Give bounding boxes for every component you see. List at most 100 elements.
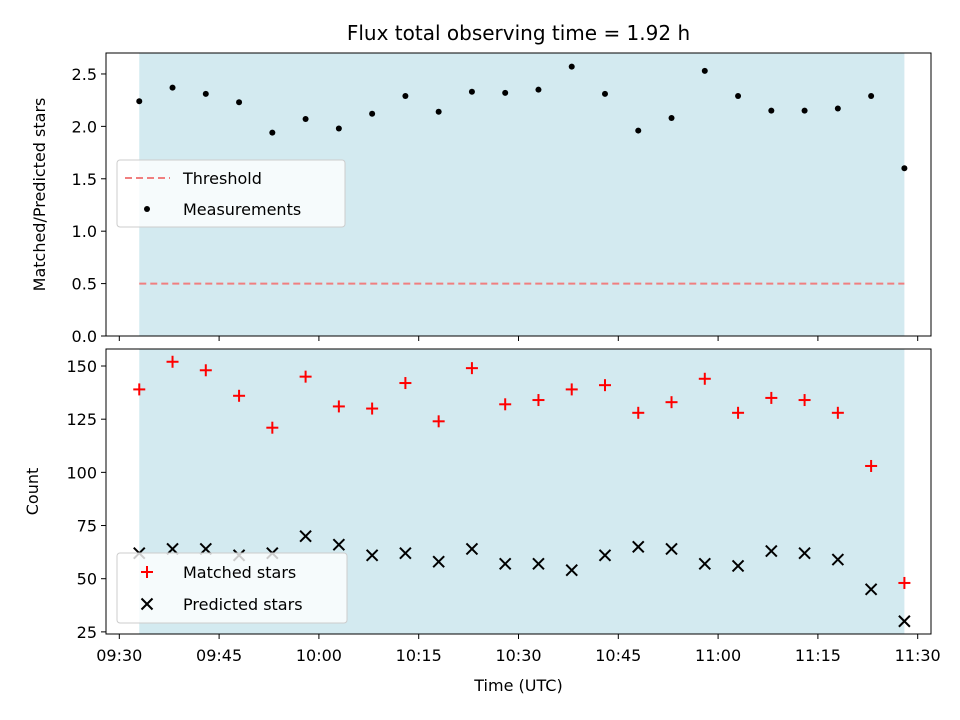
measurement-point — [302, 116, 309, 123]
measurements-legend-swatch — [144, 206, 150, 212]
measurement-point — [136, 98, 143, 105]
predicted-stars-legend-swatch — [140, 597, 154, 611]
predicted-star-point — [565, 563, 578, 577]
measurement-point — [435, 108, 442, 115]
chart-title: Flux total observing time = 1.92 h — [347, 21, 690, 45]
ratio-panel: 0.0 0.5 1.0 1.5 2.0 2.5 Flux total observing … — [30, 21, 932, 346]
predicted-star-point — [898, 615, 911, 628]
matched-star-point — [698, 372, 711, 385]
ratio-y-tick-label: 2.0 — [72, 117, 97, 136]
time-x-tick-label: 10:00 — [296, 646, 342, 665]
count-y-tick-label: 75 — [77, 517, 97, 536]
matched-stars-legend-swatch — [141, 566, 153, 578]
measurement-point — [535, 86, 542, 93]
matched-star-point — [233, 389, 246, 402]
measurement-point — [701, 67, 708, 74]
time-x-tick-label: 10:30 — [495, 646, 541, 665]
measurement-points — [136, 63, 908, 172]
measurement-point — [236, 99, 243, 106]
time-x-ticks: 09:30 09:45 10:00 10:15 10:30 10:45 11:00 11:15… — [96, 634, 941, 665]
predicted-star-point — [798, 546, 811, 560]
time-x-tick-label: 10:15 — [396, 646, 442, 665]
ratio-y-tick-label: 1.5 — [72, 170, 97, 189]
threshold-legend-label: Threshold — [182, 169, 262, 188]
measurement-point — [668, 114, 675, 121]
matched-star-point — [765, 391, 778, 404]
predicted-star-point — [299, 529, 312, 543]
predicted-star-point — [498, 557, 512, 571]
matched-star-point — [831, 406, 844, 419]
time-x-tick-label: 11:30 — [895, 646, 941, 665]
measurements-legend-label: Measurements — [183, 200, 301, 219]
matched-star-point — [732, 406, 745, 419]
ratio-y-ticks: 0.0 0.5 1.0 1.5 2.0 2.5 — [72, 65, 106, 346]
measurement-point — [801, 107, 808, 114]
predicted-star-point — [831, 553, 845, 566]
predicted-stars-legend-label: Predicted stars — [183, 595, 303, 614]
matched-star-point — [133, 383, 146, 396]
measurement-point — [635, 127, 642, 134]
predicted-star-point — [765, 544, 778, 558]
matched-star-point — [166, 355, 179, 368]
count-y-tick-label: 100 — [66, 463, 97, 482]
ratio-legend: Threshold Measurements — [116, 159, 346, 228]
ratio-y-tick-label: 0.0 — [72, 327, 97, 346]
count-y-axis-label: Count — [23, 468, 42, 516]
predicted-star-point — [864, 583, 878, 596]
count-y-tick-label: 50 — [77, 570, 97, 589]
ratio-y-tick-label: 0.5 — [72, 275, 97, 294]
measurement-point — [169, 84, 176, 91]
predicted-star-point — [532, 557, 545, 571]
matched-star-point — [532, 394, 545, 407]
predicted-star-point — [632, 540, 645, 554]
matched-stars-legend-marker — [141, 566, 153, 578]
matched-star-point — [199, 364, 212, 377]
predicted-star-point — [432, 555, 445, 568]
measurement-point — [768, 107, 775, 114]
matched-star-point — [865, 459, 878, 472]
matched-star-point — [632, 406, 645, 419]
ratio-y-tick-label: 2.5 — [72, 65, 97, 84]
ratio-y-axis-label: Matched/Predicted stars — [30, 98, 49, 292]
predicted-star-point — [665, 542, 678, 556]
measurement-point — [568, 63, 575, 70]
count-y-tick-label: 150 — [66, 357, 97, 376]
matched-star-point — [898, 576, 911, 589]
predicted-star-point — [365, 549, 379, 562]
ratio-x-ticks — [118, 336, 919, 341]
time-x-tick-label: 10:45 — [595, 646, 641, 665]
ratio-y-tick-label: 1.0 — [72, 222, 97, 241]
measurement-point — [269, 129, 276, 136]
matched-star-point — [598, 379, 611, 392]
measurement-point — [601, 90, 608, 97]
matched-star-point — [499, 398, 512, 411]
time-x-tick-label: 11:00 — [695, 646, 741, 665]
matched-star-point — [665, 396, 678, 409]
measurement-point — [502, 89, 509, 96]
matched-star-point — [299, 370, 312, 383]
measurement-point — [335, 125, 342, 132]
measurement-point — [402, 92, 409, 99]
matched-star-point — [399, 377, 412, 390]
matched-star-point — [332, 400, 345, 413]
matched-star-point — [266, 421, 279, 434]
predicted-star-point — [731, 559, 745, 573]
predicted-star-point — [598, 549, 612, 562]
predicted-star-point — [399, 546, 412, 560]
measurement-point — [901, 165, 908, 172]
count-y-tick-label: 125 — [66, 410, 97, 429]
matched-star-point — [366, 402, 379, 415]
count-panel: 25 50 75 100 125 150 09:30 09:45 10:00 10:15 10:3… — [23, 348, 941, 695]
predicted-star-point — [332, 538, 346, 551]
measurement-point — [468, 88, 475, 95]
measurement-point — [369, 110, 376, 117]
ratio-legend-box — [116, 159, 346, 228]
measurement-point — [735, 92, 742, 99]
measurement-point — [834, 105, 841, 112]
time-x-tick-label: 09:30 — [96, 646, 142, 665]
matched-star-point — [798, 394, 811, 407]
count-legend: Matched stars Predicted stars — [116, 552, 348, 624]
measurement-point — [202, 90, 209, 97]
count-legend-box — [116, 552, 348, 624]
